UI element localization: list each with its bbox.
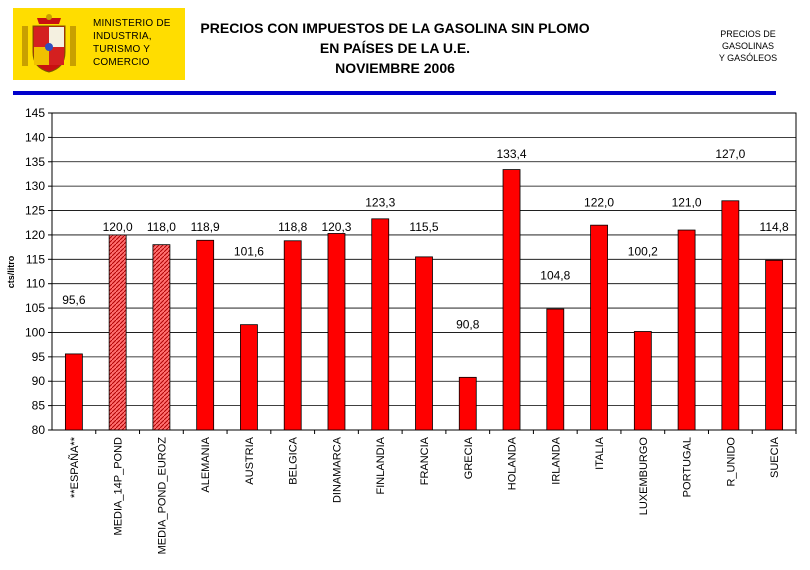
ministry-line-2: INDUSTRIA,: [93, 31, 152, 42]
category-label: IRLANDA: [550, 436, 562, 484]
data-label: 114,8: [760, 220, 789, 234]
data-label: 95,6: [62, 293, 86, 307]
data-label: 118,8: [278, 220, 307, 234]
y-tick-label: 110: [26, 277, 45, 291]
side-note-line-2: GASOLINAS: [721, 41, 775, 51]
page-title: PRECIOS CON IMPUESTOS DE LA GASOLINA SIN…: [175, 18, 615, 78]
bar: [283, 240, 302, 431]
bar: [152, 244, 171, 431]
category-label: BELGICA: [288, 436, 300, 484]
ministry-line-1: MINISTERIO DE: [93, 18, 171, 29]
bar: [677, 229, 696, 431]
category-label: ITALIA: [594, 436, 606, 469]
bar: [371, 218, 390, 431]
side-note: PRECIOS DE GASOLINAS Y GASÓLEOS: [698, 28, 798, 64]
ministry-line-4: COMERCIO: [93, 57, 150, 68]
category-label: DINAMARCA: [331, 436, 343, 503]
y-tick-label: 140: [25, 130, 45, 144]
y-tick-label: 125: [25, 204, 45, 218]
category-label: **ESPAÑA**: [68, 436, 81, 498]
data-label: 121,0: [672, 196, 702, 210]
data-labels: 95,6 120,0 118,0 118,9 101,6 118,8 120,3 123,3 1…: [62, 147, 789, 332]
category-label: AUSTRIA: [244, 436, 256, 484]
bar: [721, 200, 740, 431]
category-label: ALEMANIA: [200, 436, 212, 492]
bar: [64, 353, 83, 431]
title-line-2: EN PAÍSES DE LA U.E.: [319, 40, 471, 56]
bar: [240, 324, 258, 431]
y-tick-label: 135: [25, 155, 45, 169]
category-label: LUXEMBURGO: [638, 437, 650, 516]
ministry-name: MINISTERIO DE INDUSTRIA, TURISMO Y COMER…: [93, 17, 171, 69]
data-label: 120,3: [321, 220, 351, 234]
coat-of-arms-icon: [22, 14, 76, 73]
title-line-3: NOVIEMBRE 2006: [335, 60, 455, 76]
data-label: 123,3: [365, 196, 395, 210]
y-tick-label: 95: [32, 350, 46, 364]
data-label: 120,0: [103, 220, 133, 234]
header-divider: [13, 91, 776, 95]
category-label: PORTUGAL: [682, 437, 694, 497]
bar: [502, 169, 521, 431]
y-tick-label: 80: [32, 423, 46, 437]
side-note-line-3: Y GASÓLEOS: [718, 53, 778, 63]
category-label: R_UNIDO: [725, 437, 737, 487]
bars: [64, 169, 784, 431]
bar: [633, 331, 652, 431]
data-label: 122,0: [584, 196, 614, 210]
category-label: GRECIA: [463, 436, 475, 479]
data-label: 100,2: [628, 244, 658, 258]
y-axis-ticks: 80 85 90 95 100 105 110 115 120 125 130 135 140 145: [25, 106, 52, 437]
data-label: 127,0: [715, 147, 745, 161]
header: MINISTERIO DE INDUSTRIA, TURISMO Y COMER…: [0, 0, 810, 100]
category-label: MEDIA_POND_EUROZ: [156, 437, 168, 555]
data-label: 104,8: [540, 269, 570, 283]
bar: [590, 224, 608, 431]
data-label: 118,9: [191, 220, 220, 234]
side-note-line-1: PRECIOS DE: [720, 29, 776, 39]
bar: [108, 234, 127, 431]
category-label: FINLANDIA: [375, 436, 387, 494]
title-line-1: PRECIOS CON IMPUESTOS DE LA GASOLINA SIN…: [200, 20, 590, 36]
y-tick-label: 100: [25, 325, 45, 339]
bar-chart: 80 85 90 95 100 105 110 115 120 125 130 135 140 145 9…: [6, 106, 797, 555]
y-tick-label: 90: [32, 374, 46, 388]
y-tick-label: 115: [26, 252, 45, 266]
y-tick-label: 120: [25, 228, 45, 242]
data-label: 133,4: [497, 147, 527, 161]
bar: [458, 376, 477, 431]
category-label: FRANCIA: [419, 436, 431, 485]
data-label: 118,0: [147, 220, 176, 234]
y-tick-label: 145: [25, 106, 45, 120]
ministry-line-3: TURISMO Y: [93, 44, 151, 55]
ministry-logo: MINISTERIO DE INDUSTRIA, TURISMO Y COMER…: [13, 8, 185, 80]
category-label: SUECIA: [769, 436, 781, 478]
data-label: 115,5: [409, 220, 438, 234]
y-axis-label: cts/litro: [6, 255, 16, 288]
y-tick-label: 130: [25, 179, 45, 193]
data-label: 101,6: [234, 244, 264, 258]
category-label: MEDIA_14P_POND: [113, 437, 125, 535]
y-tick-label: 105: [25, 301, 45, 315]
bar: [546, 308, 565, 431]
bar: [196, 239, 215, 431]
bar: [765, 259, 784, 431]
bar: [327, 233, 346, 431]
y-tick-label: 85: [32, 399, 46, 413]
category-label: HOLANDA: [507, 436, 519, 490]
bar: [415, 256, 433, 431]
data-label: 90,8: [456, 317, 480, 331]
category-labels: **ESPAÑA** MEDIA_14P_POND MEDIA_POND_EUROZ…: [68, 430, 797, 555]
